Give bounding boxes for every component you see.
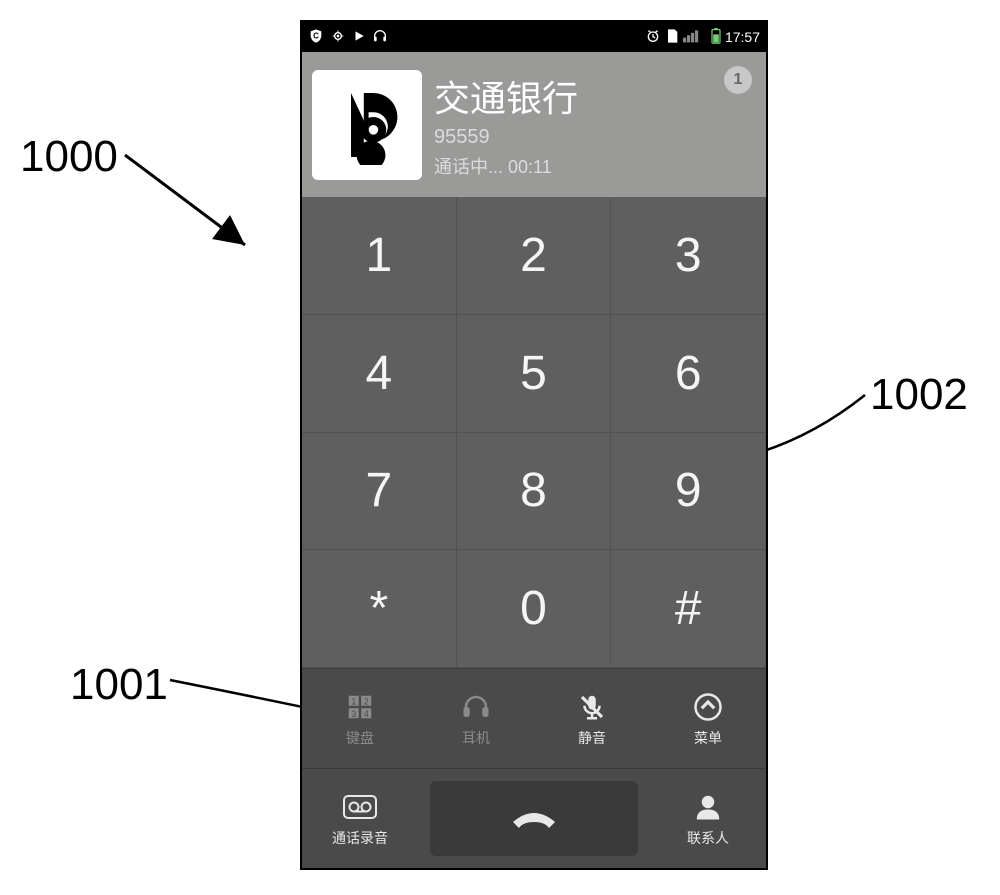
- phone-frame: C 17:57: [300, 20, 768, 870]
- hangup-button[interactable]: [430, 781, 638, 856]
- contact-avatar: [312, 70, 422, 180]
- sd-icon: [665, 28, 679, 47]
- play-icon: [352, 29, 366, 46]
- battery-icon: [711, 28, 721, 47]
- record-label: 通话录音: [332, 828, 388, 848]
- status-time: 17:57: [725, 29, 760, 45]
- record-button[interactable]: 通话录音: [302, 769, 418, 868]
- key-4[interactable]: 4: [302, 315, 457, 433]
- keypad-label: 键盘: [346, 728, 374, 748]
- keypad-icon: 1234: [343, 690, 377, 724]
- key-1[interactable]: 1: [302, 197, 457, 315]
- contact-number: 95559: [434, 126, 578, 149]
- bottom-row: 通话录音 联系人: [302, 768, 766, 868]
- mute-label: 静音: [578, 728, 606, 748]
- mute-button[interactable]: 静音: [534, 669, 650, 768]
- keypad-toggle-button[interactable]: 1234 键盘: [302, 669, 418, 768]
- headset-label: 耳机: [462, 728, 490, 748]
- mute-icon: [575, 690, 609, 724]
- sim-badge: 1: [724, 66, 752, 94]
- contacts-icon: [691, 790, 725, 824]
- callout-1000-arrow: [125, 145, 255, 255]
- key-9[interactable]: 9: [611, 433, 766, 551]
- key-6[interactable]: 6: [611, 315, 766, 433]
- svg-text:C: C: [313, 31, 319, 40]
- callout-1000: 1000: [20, 132, 118, 182]
- menu-label: 菜单: [694, 728, 722, 748]
- contacts-button[interactable]: 联系人: [650, 769, 766, 868]
- contact-name: 交通银行: [434, 70, 578, 122]
- contacts-label: 联系人: [687, 828, 729, 848]
- key-2[interactable]: 2: [457, 197, 612, 315]
- key-7[interactable]: 7: [302, 433, 457, 551]
- key-0[interactable]: 0: [457, 550, 612, 668]
- camera-icon: [330, 28, 346, 47]
- key-8[interactable]: 8: [457, 433, 612, 551]
- signal-icon: [683, 29, 707, 46]
- alarm-icon: [645, 28, 661, 47]
- menu-button[interactable]: 菜单: [650, 669, 766, 768]
- headphone-icon: [372, 28, 388, 47]
- key-star[interactable]: *: [302, 550, 457, 668]
- status-bar: C 17:57: [302, 22, 766, 52]
- menu-icon: [691, 690, 725, 724]
- headset-button[interactable]: 耳机: [418, 669, 534, 768]
- call-header: 交通银行 95559 通话中... 00:11 1: [302, 52, 766, 197]
- svg-text:4: 4: [364, 709, 369, 719]
- status-right: 17:57: [645, 28, 760, 47]
- headset-icon: [459, 690, 493, 724]
- dial-keypad: 1 2 3 4 5 6 7 8 9 * 0 #: [302, 197, 766, 668]
- callout-1002: 1002: [870, 370, 968, 420]
- shield-icon: C: [308, 28, 324, 47]
- status-left: C: [308, 28, 388, 47]
- svg-text:2: 2: [364, 696, 369, 706]
- tape-icon: [343, 790, 377, 824]
- key-5[interactable]: 5: [457, 315, 612, 433]
- action-row: 1234 键盘 耳机 静音 菜单: [302, 668, 766, 768]
- key-3[interactable]: 3: [611, 197, 766, 315]
- key-hash[interactable]: #: [611, 550, 766, 668]
- svg-text:1: 1: [351, 696, 356, 706]
- hangup-icon: [507, 802, 561, 835]
- callout-1001: 1001: [70, 660, 168, 710]
- svg-text:3: 3: [351, 709, 356, 719]
- call-status: 通话中... 00:11: [434, 153, 578, 179]
